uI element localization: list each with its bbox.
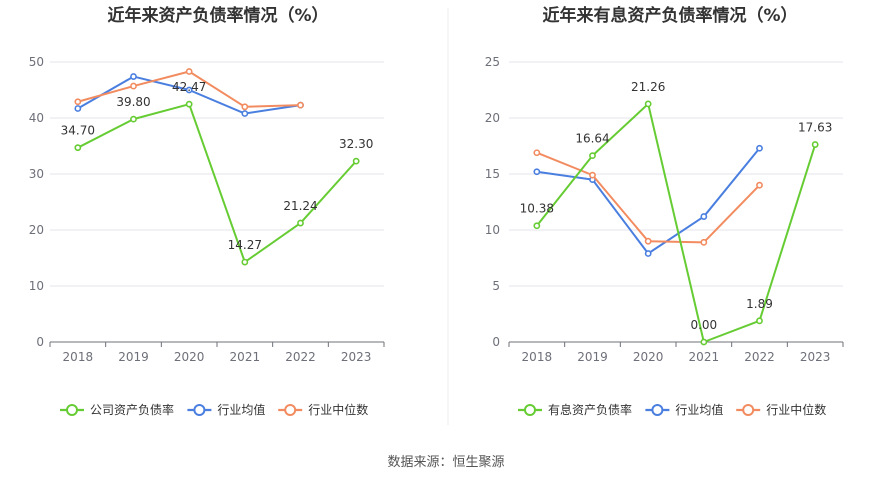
y-tick-label: 20 <box>485 111 500 125</box>
data-point[interactable] <box>756 144 763 152</box>
series-line-main <box>536 102 817 343</box>
legend-label: 行业中位数 <box>308 402 368 417</box>
x-tick-label: 2022 <box>744 350 775 364</box>
data-point[interactable] <box>130 82 137 90</box>
legend-marker-icon <box>524 404 536 416</box>
data-label: 0.00 <box>690 318 717 332</box>
data-point[interactable] <box>811 141 819 148</box>
x-tick-label: 2018 <box>63 350 94 364</box>
data-point[interactable] <box>297 101 304 109</box>
data-label: 39.80 <box>116 95 150 109</box>
chart-panel-debt-ratio: 近年来资产负债率情况（%） 0 10 20 30 40 50 2018 2019 2020 202… <box>29 5 385 417</box>
legend-marker-icon <box>742 404 755 416</box>
series-line-industry-median <box>536 151 761 244</box>
legend-item[interactable]: 公司资产负债率 <box>60 402 174 417</box>
series-line-industry-mean <box>536 147 761 255</box>
series-line-main <box>77 103 357 264</box>
legend-label: 有息资产负债率 <box>548 402 632 417</box>
y-tick-label: 10 <box>485 223 500 237</box>
data-label: 14.27 <box>228 238 262 252</box>
x-tick-label: 2021 <box>689 350 720 364</box>
data-point[interactable] <box>74 98 82 106</box>
data-point[interactable] <box>185 68 193 75</box>
data-point[interactable] <box>589 152 596 160</box>
x-tick-label: 2023 <box>800 350 831 364</box>
data-label: 21.24 <box>283 199 317 213</box>
data-label: 21.26 <box>631 80 665 94</box>
legend-item[interactable]: 行业中位数 <box>278 402 368 417</box>
x-tick-label: 2022 <box>285 350 316 364</box>
data-point[interactable] <box>700 338 708 346</box>
legend-item[interactable]: 行业均值 <box>187 402 265 417</box>
data-point[interactable] <box>185 86 193 94</box>
data-point[interactable] <box>74 105 82 112</box>
x-tick-label: 2023 <box>341 350 372 364</box>
legend-label: 行业均值 <box>675 402 723 417</box>
data-point[interactable] <box>756 181 763 189</box>
legend-item[interactable]: 有息资产负债率 <box>518 402 632 417</box>
source-note: 数据来源：恒生聚源 <box>387 455 504 470</box>
data-point[interactable] <box>644 100 652 108</box>
legend-marker-icon <box>66 404 78 416</box>
legend-item[interactable]: 行业均值 <box>645 402 723 417</box>
legend-label: 公司资产负债率 <box>90 402 174 417</box>
legend-marker-icon <box>193 404 206 416</box>
y-tick-label: 50 <box>29 55 44 69</box>
y-tick-label: 0 <box>36 335 44 349</box>
legend-marker-icon <box>284 404 297 416</box>
data-point[interactable] <box>185 100 193 108</box>
legend-label: 行业均值 <box>217 402 265 417</box>
y-tick-label: 40 <box>29 111 44 125</box>
data-point[interactable] <box>241 103 249 111</box>
chart-title: 近年来资产负债率情况（%） <box>107 5 328 26</box>
data-label: 42.47 <box>172 80 206 94</box>
data-point[interactable] <box>74 144 82 152</box>
x-tick-label: 2021 <box>230 350 261 364</box>
y-tick-label: 0 <box>492 335 500 349</box>
data-label: 10.38 <box>520 202 554 216</box>
data-point[interactable] <box>241 110 249 117</box>
chart-panel-interest-bearing-debt-ratio: 近年来有息资产负债率情况（%） 0 5 10 15 20 25 2018 2019 2020 20… <box>485 5 844 417</box>
data-point[interactable] <box>533 168 541 176</box>
data-point[interactable] <box>700 213 708 220</box>
y-tick-label: 25 <box>485 55 500 69</box>
data-label: 16.64 <box>575 132 609 146</box>
data-point[interactable] <box>297 219 304 227</box>
data-point[interactable] <box>644 237 652 245</box>
chart-title: 近年来有息资产负债率情况（%） <box>542 5 797 26</box>
data-point[interactable] <box>533 149 541 157</box>
x-tick-label: 2018 <box>522 350 553 364</box>
y-tick-label: 20 <box>29 223 44 237</box>
y-tick-label: 5 <box>492 279 500 293</box>
legend-label: 行业中位数 <box>766 402 826 417</box>
x-tick-label: 2020 <box>633 350 664 364</box>
y-tick-label: 30 <box>29 167 44 181</box>
x-tick-label: 2020 <box>174 350 205 364</box>
data-point[interactable] <box>589 171 596 179</box>
data-point[interactable] <box>533 222 541 230</box>
x-tick-label: 2019 <box>118 350 149 364</box>
data-point[interactable] <box>352 157 360 165</box>
y-tick-label: 10 <box>29 279 44 293</box>
data-point[interactable] <box>241 258 249 266</box>
data-label: 1.89 <box>746 297 773 311</box>
legend-item[interactable]: 行业中位数 <box>736 402 826 417</box>
data-point[interactable] <box>130 73 137 80</box>
data-point[interactable] <box>756 317 763 325</box>
x-tick-label: 2019 <box>577 350 608 364</box>
data-point[interactable] <box>700 238 708 246</box>
data-label: 34.70 <box>61 124 95 138</box>
data-point[interactable] <box>130 115 137 123</box>
data-label: 32.30 <box>339 137 373 151</box>
legend-marker-icon <box>651 404 664 416</box>
data-label: 17.63 <box>798 121 832 135</box>
data-point[interactable] <box>644 250 652 257</box>
y-tick-label: 15 <box>485 167 500 181</box>
